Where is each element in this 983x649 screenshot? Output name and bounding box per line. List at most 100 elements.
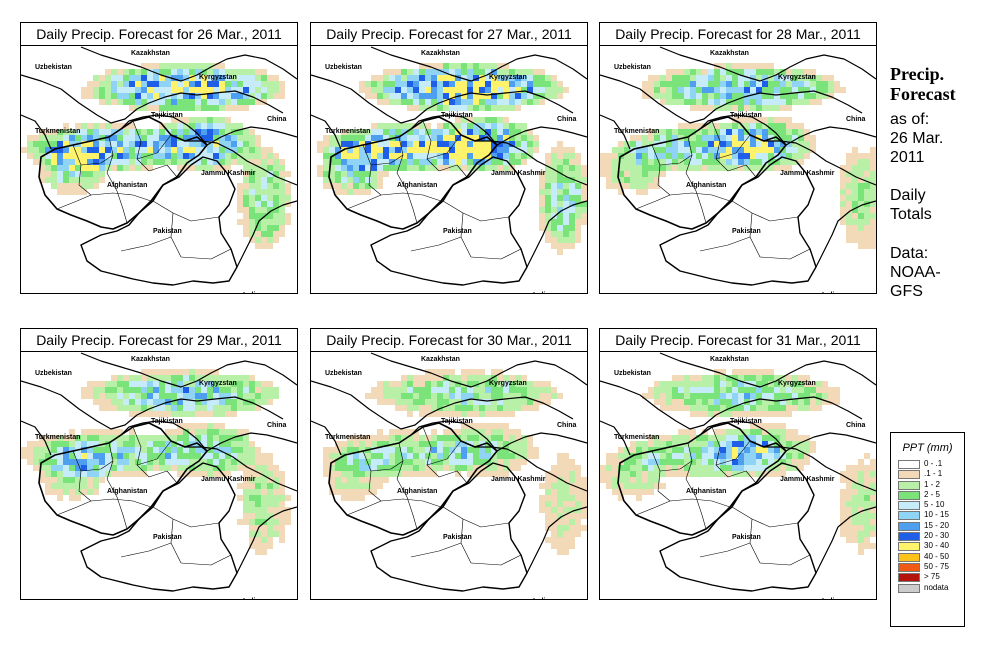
precip-cell xyxy=(437,63,443,69)
precip-cell xyxy=(479,75,485,81)
precip-cell xyxy=(702,471,708,477)
precip-cell xyxy=(389,399,395,405)
precip-cell xyxy=(45,489,51,495)
precip-cell xyxy=(666,465,672,471)
precip-cell xyxy=(389,471,395,477)
precip-cell xyxy=(461,381,467,387)
precip-cell xyxy=(461,117,467,123)
precip-cell xyxy=(762,453,768,459)
precip-cell xyxy=(87,141,93,147)
precip-cell xyxy=(485,129,491,135)
precip-cell xyxy=(563,243,569,249)
precip-cell xyxy=(335,177,341,183)
precip-cell xyxy=(237,453,243,459)
precip-cell xyxy=(744,471,750,477)
precip-cell xyxy=(575,501,581,507)
precip-cell xyxy=(557,231,563,237)
precip-cell xyxy=(750,375,756,381)
precip-cell xyxy=(702,399,708,405)
precip-cell xyxy=(786,393,792,399)
precip-cell xyxy=(497,69,503,75)
precip-cell xyxy=(177,465,183,471)
precip-cell xyxy=(563,543,569,549)
precip-cell xyxy=(768,429,774,435)
precip-cell xyxy=(509,81,515,87)
precip-cell xyxy=(497,81,503,87)
precip-cell xyxy=(279,183,285,189)
province-border xyxy=(136,440,172,466)
precip-cell xyxy=(816,381,822,387)
precip-cell xyxy=(213,459,219,465)
precip-cell xyxy=(618,483,624,489)
precip-cell xyxy=(413,435,419,441)
precip-cell xyxy=(714,405,720,411)
province-border xyxy=(460,518,472,564)
precip-cell xyxy=(413,453,419,459)
precip-cell xyxy=(255,483,261,489)
precip-cell xyxy=(123,375,129,381)
precip-cell xyxy=(804,147,810,153)
precip-cell xyxy=(237,519,243,525)
precip-cell xyxy=(431,387,437,393)
precip-cell xyxy=(195,123,201,129)
precip-cell xyxy=(852,153,858,159)
precip-cell xyxy=(672,153,678,159)
precip-cell xyxy=(153,93,159,99)
precip-cell xyxy=(171,441,177,447)
precip-cell xyxy=(515,123,521,129)
precip-cell xyxy=(810,135,816,141)
precip-cell xyxy=(870,165,876,171)
precip-cell xyxy=(39,129,45,135)
precip-cell xyxy=(774,165,780,171)
precip-cell xyxy=(521,147,527,153)
precip-cell xyxy=(353,129,359,135)
precip-cell xyxy=(539,501,545,507)
precip-cell xyxy=(786,135,792,141)
precip-cell xyxy=(135,471,141,477)
precip-cell xyxy=(732,393,738,399)
precip-cell xyxy=(201,165,207,171)
precip-cell xyxy=(822,81,828,87)
precip-cell xyxy=(738,375,744,381)
precip-cell xyxy=(696,99,702,105)
precip-cell xyxy=(780,123,786,129)
precip-cell xyxy=(768,375,774,381)
precip-cell xyxy=(672,387,678,393)
precip-cell xyxy=(606,471,612,477)
precip-cell xyxy=(129,411,135,417)
precip-cell xyxy=(624,183,630,189)
precip-cell xyxy=(660,171,666,177)
precip-cell xyxy=(732,93,738,99)
precip-cell xyxy=(618,453,624,459)
precip-cell xyxy=(852,477,858,483)
precip-cell xyxy=(51,177,57,183)
precip-cell xyxy=(431,159,437,165)
precip-cell xyxy=(455,165,461,171)
precip-cell xyxy=(243,471,249,477)
precip-cell xyxy=(569,225,575,231)
precip-cell xyxy=(407,381,413,387)
precip-cell xyxy=(365,183,371,189)
precip-cell xyxy=(491,129,497,135)
precip-cell xyxy=(738,471,744,477)
precip-cell xyxy=(219,135,225,141)
precip-cell xyxy=(165,87,171,93)
precip-cell xyxy=(255,405,261,411)
precip-cell xyxy=(551,483,557,489)
precip-cell xyxy=(213,63,219,69)
precip-cell xyxy=(467,405,473,411)
precip-cell xyxy=(798,129,804,135)
precip-cell xyxy=(99,147,105,153)
precip-cell xyxy=(183,81,189,87)
precip-cell xyxy=(285,195,291,201)
precip-cell xyxy=(672,129,678,135)
legend-swatch xyxy=(898,542,920,552)
precip-cell xyxy=(243,189,249,195)
precip-cell xyxy=(581,207,587,213)
precip-cell xyxy=(654,171,660,177)
precip-cell xyxy=(696,411,702,417)
precip-cell xyxy=(365,477,371,483)
precip-cell xyxy=(273,471,279,477)
precip-cell xyxy=(786,81,792,87)
precip-map: KazakhstanUzbekistanKyrgyzstanTajikistan… xyxy=(311,352,587,599)
